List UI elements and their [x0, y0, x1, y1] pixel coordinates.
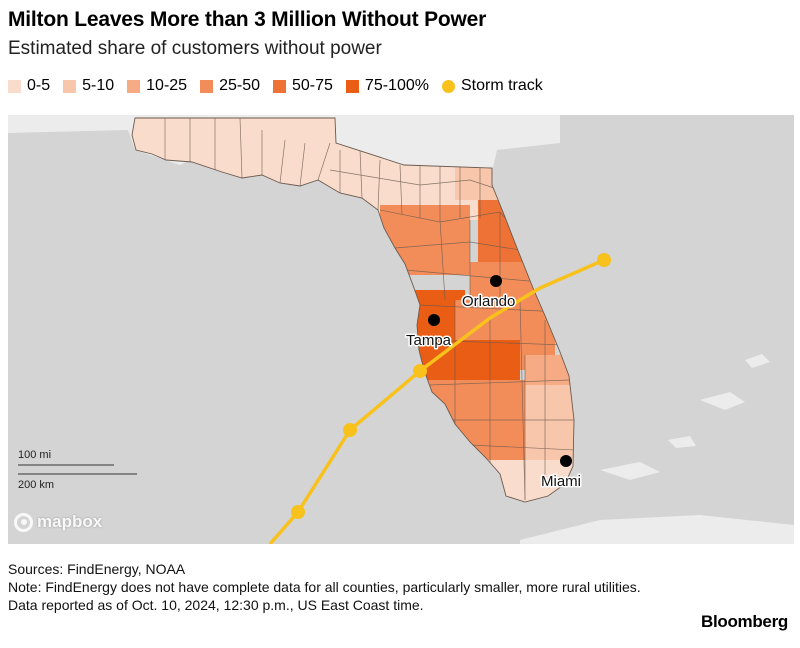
- mapbox-logo[interactable]: mapbox: [14, 512, 102, 532]
- storm-track-point: [343, 423, 357, 437]
- chart-title: Milton Leaves More than 3 Million Withou…: [8, 8, 487, 31]
- bloomberg-logo: Bloomberg: [700, 612, 788, 631]
- legend-swatch: [273, 79, 286, 93]
- legend-label: Storm track: [460, 77, 543, 94]
- cuba-land: [520, 515, 794, 544]
- legend-item-0-5: 0-5: [8, 77, 50, 95]
- legend-swatch: [63, 79, 77, 93]
- city-label-tampa: Tampa: [406, 332, 452, 349]
- legend-label: 10-25: [146, 77, 188, 94]
- hardee-region: [455, 340, 520, 385]
- note-text: Note: FindEnergy does not have complete …: [8, 579, 641, 613]
- sources-text: Sources: FindEnergy, NOAA: [8, 561, 186, 577]
- legend-item-75-100: 75-100%: [345, 77, 429, 95]
- legend-item-10-25: 10-25: [127, 77, 187, 95]
- florida-map[interactable]: Orlando Tampa Miami 100 mi 200 km: [8, 115, 794, 544]
- legend-swatch: [8, 79, 21, 93]
- florida-outline: [131, 117, 575, 503]
- legend-item-25-50: 25-50: [200, 77, 260, 95]
- scale-label-miles: 100 mi: [18, 449, 51, 461]
- legend-label: 25-50: [219, 77, 260, 94]
- storm-track-point: [597, 253, 611, 267]
- mapbox-attribution: mapbox: [37, 512, 103, 531]
- storm-track-point: [291, 505, 305, 519]
- legend-label: 5-10: [82, 77, 115, 94]
- legend-item-5-10: 5-10: [63, 77, 114, 95]
- legend-swatch: [127, 79, 141, 93]
- city-marker-tampa: [428, 314, 440, 326]
- city-marker-miami: [560, 455, 572, 467]
- legend-label: 75-100%: [364, 77, 429, 94]
- scale-label-km: 200 km: [18, 479, 54, 491]
- legend-swatch: [345, 79, 359, 93]
- legend-swatch: [200, 79, 214, 93]
- storm-track-point: [413, 364, 427, 378]
- legend-item-50-75: 50-75: [273, 77, 333, 95]
- city-label-miami: Miami: [541, 473, 581, 490]
- city-label-orlando: Orlando: [462, 293, 515, 310]
- legend-label: 50-75: [292, 77, 333, 94]
- legend: 0-5 5-10 10-25 25-50 50-75 75-100% Storm…: [8, 77, 556, 95]
- footer: Sources: FindEnergy, NOAA Note: FindEner…: [8, 560, 648, 614]
- legend-item-storm-track: Storm track: [441, 77, 543, 95]
- city-marker-orlando: [490, 275, 502, 287]
- chart-subtitle: Estimated share of customers without pow…: [8, 38, 382, 59]
- mapbox-icon: [14, 512, 33, 532]
- legend-label: 0-5: [27, 77, 51, 94]
- storm-track-swatch: [441, 79, 455, 93]
- bahamas-land: [600, 354, 770, 480]
